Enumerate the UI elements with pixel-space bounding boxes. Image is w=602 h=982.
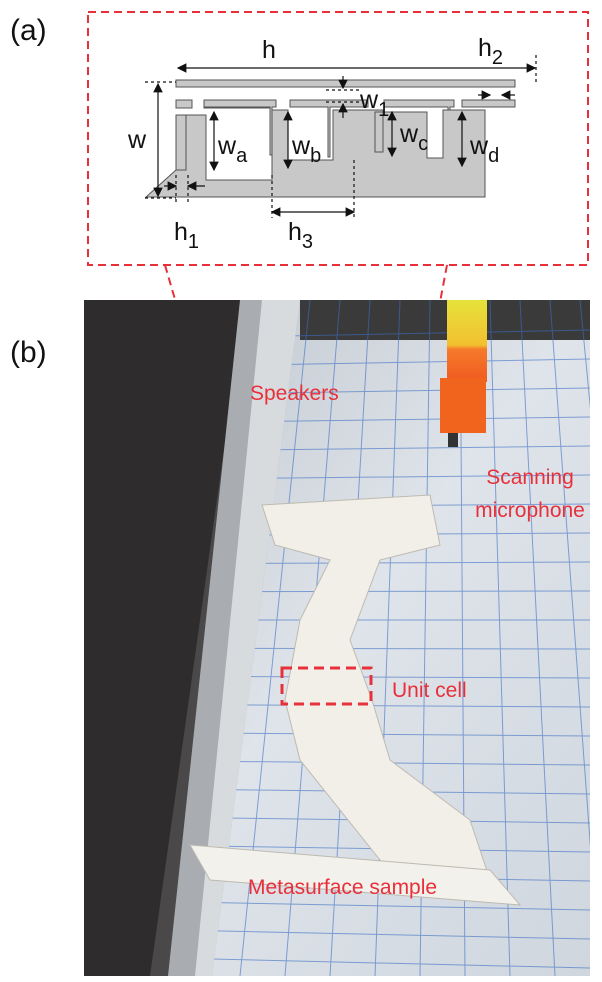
subscript: 1 — [378, 99, 389, 121]
symbol: h — [288, 218, 302, 246]
subscript: 3 — [302, 231, 313, 253]
symbol: h — [478, 34, 492, 62]
subscript: b — [310, 145, 321, 167]
symbol: w — [291, 132, 311, 160]
subscript: d — [488, 145, 499, 167]
panel-label: (a) — [10, 14, 47, 47]
annotation: Scanning — [486, 466, 574, 489]
dimension-label: h — [262, 36, 276, 64]
symbol: h — [262, 36, 276, 64]
annotation: Speakers — [250, 382, 339, 405]
panel-label: (b) — [10, 336, 47, 369]
symbol: w — [217, 132, 237, 160]
dimension-label: wa — [217, 132, 248, 167]
subscript: 2 — [492, 47, 503, 69]
dimension-label: h1 — [174, 218, 199, 253]
subscript: a — [236, 145, 248, 167]
dimension-label: w — [127, 126, 147, 154]
symbol: w — [359, 86, 379, 114]
symbol: w — [399, 120, 419, 148]
dimension-label: h3 — [288, 218, 313, 253]
symbol: h — [174, 218, 188, 246]
symbol: w — [127, 126, 147, 154]
subscript: 1 — [188, 231, 199, 253]
symbol: w — [469, 132, 489, 160]
annotation: microphone — [475, 499, 585, 522]
subscript: c — [418, 133, 428, 155]
dimension-label: h2 — [478, 34, 503, 69]
annotation: Metasurface sample — [248, 876, 437, 899]
figure: (a) (b) hh2ww1wawbwcwdh1h3 — [0, 0, 602, 982]
annotation: Unit cell — [392, 679, 467, 702]
schematic — [146, 80, 515, 197]
